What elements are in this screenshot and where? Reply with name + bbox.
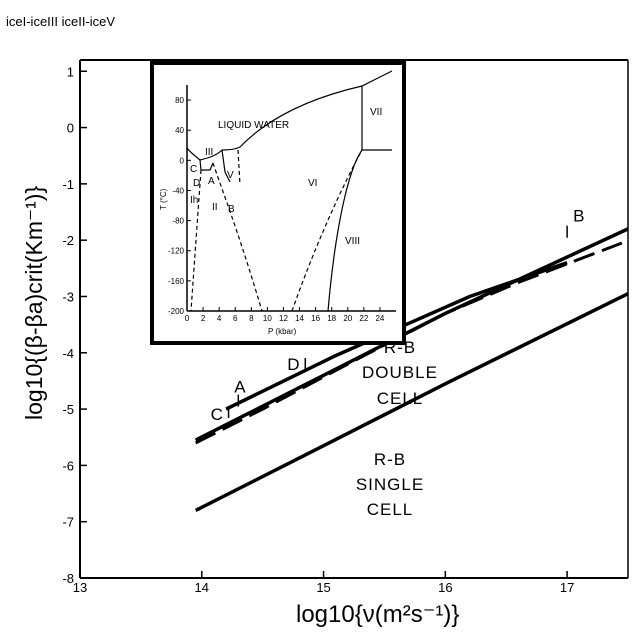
inset-point-A: A (208, 176, 215, 187)
inset-x-tick-label: 16 (311, 314, 320, 323)
y-tick-label: -7 (62, 515, 74, 530)
series-line-4 (194, 292, 629, 512)
data-points: A B C D (211, 207, 585, 424)
point-label-B: B (573, 207, 584, 226)
main-axes (79, 59, 629, 579)
y-tick-label: -4 (62, 346, 74, 361)
phase-label-VI: VI (308, 178, 317, 189)
x-tick-label: 17 (560, 580, 574, 595)
inset-x-tick-label: 20 (343, 314, 352, 323)
inset-x-tick-label: 24 (375, 314, 384, 323)
inset-y-tick-label: -120 (168, 247, 185, 256)
inset-x-tick-label: 18 (327, 314, 336, 323)
x-tick-label: 13 (73, 580, 87, 595)
x-tick-label: 16 (438, 580, 452, 595)
svg-text:DOUBLE: DOUBLE (362, 363, 438, 382)
inset-y-ticks: 80 40 0 -40 -80 -120 -160 -200 (168, 96, 191, 316)
point-label-D: D (287, 355, 299, 374)
y-tick-label: 1 (67, 64, 74, 79)
inset-phase-labels: III V VI VII VIII II Ih A B CD (190, 107, 382, 247)
metastable-boundaries (190, 149, 363, 312)
double-cell-label: R-B DOUBLE CELL (362, 338, 438, 408)
inset-y-tick-label: 40 (175, 126, 184, 135)
inset-x-tick-label: 14 (295, 314, 304, 323)
inset-y-tick-label: -40 (172, 186, 184, 195)
inset-x-tick-label: 0 (185, 314, 190, 323)
x-tick-label: 14 (195, 580, 209, 595)
inset-y-tick-label: 80 (175, 96, 184, 105)
phase-label-VII: VII (370, 107, 382, 118)
y-tick-label: 0 (67, 121, 74, 136)
phase-label-Ih: Ih (190, 195, 198, 206)
y-ticks: 1 0 -1 -2 -3 -4 -5 -6 -7 -8 (62, 64, 87, 586)
inset-x-label: P (kbar) (268, 327, 297, 336)
inset-point-D: D (193, 178, 200, 189)
inset-x-tick-label: 4 (217, 314, 222, 323)
y-axis-label: log10{(β-βa)crit(Km⁻¹)} (21, 186, 47, 420)
phase-label-V: V (227, 170, 234, 181)
inset-x-tick-label: 8 (249, 314, 254, 323)
inset-x-tick-label: 22 (359, 314, 368, 323)
y-tick-label: -8 (62, 571, 74, 586)
inset-y-label: T (°C) (159, 188, 168, 210)
svg-text:CELL: CELL (377, 389, 424, 408)
vi-viii-boundary (327, 149, 363, 312)
inset-y-tick-label: 0 (180, 156, 185, 165)
ice-iii-box (199, 159, 214, 171)
point-label-C: C (211, 405, 223, 424)
svg-text:CELL: CELL (367, 500, 414, 519)
single-cell-label: R-B SINGLE CELL (356, 450, 424, 519)
y-tick-label: -1 (62, 177, 74, 192)
transition-legend: iceI-iceIII iceII-iceV (6, 14, 115, 29)
inset-x-tick-label: 10 (263, 314, 272, 323)
y-tick-label: -5 (62, 402, 74, 417)
inset-point-B: B (228, 204, 235, 215)
inset-y-tick-label: -200 (168, 307, 185, 316)
inset-x-tick-label: 6 (233, 314, 238, 323)
inset-point-C: C (190, 164, 197, 175)
point-label-A: A (234, 378, 246, 397)
y-tick-label: -2 (62, 233, 74, 248)
inset-title: LIQUID WATER (218, 120, 289, 131)
inset-x-tick-label: 2 (201, 314, 206, 323)
svg-text:SINGLE: SINGLE (356, 475, 424, 494)
svg-text:R-B: R-B (374, 450, 406, 469)
x-ticks: 13 14 15 16 17 (73, 571, 574, 595)
phase-label-VIII: VIII (345, 236, 360, 247)
x-tick-label: 15 (316, 580, 330, 595)
inset-y-tick-label: -160 (168, 277, 185, 286)
y-tick-label: -3 (62, 289, 74, 304)
inset-y-tick-label: -80 (172, 217, 184, 226)
ice-v-boundary (221, 149, 231, 183)
phase-label-II: II (212, 202, 218, 213)
x-axis-label: log10{ν(m²s⁻¹)} (296, 601, 459, 628)
phase-label-III: III (205, 147, 213, 158)
y-tick-label: -6 (62, 458, 74, 473)
inset-x-ticks: 0 2 4 6 8 10 12 14 16 18 20 22 24 (185, 307, 385, 323)
melting-curve (186, 70, 393, 161)
inset-x-tick-label: 12 (279, 314, 288, 323)
